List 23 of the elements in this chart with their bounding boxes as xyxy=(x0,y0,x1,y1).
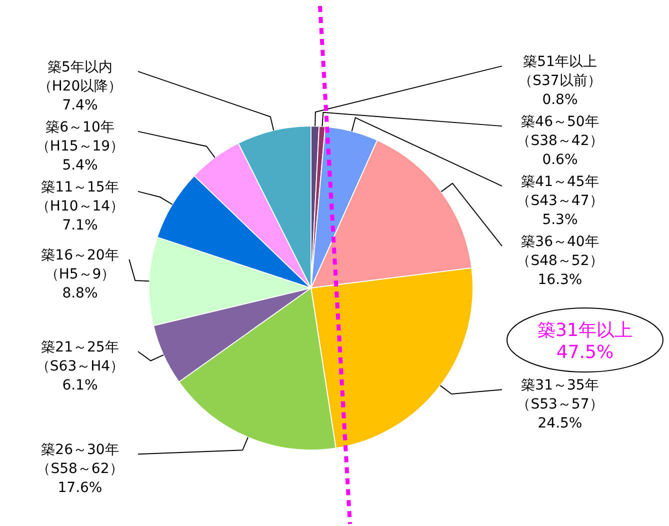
slice-label: 築46～50年（S38～42） xyxy=(516,114,604,150)
data-label: 17.6% xyxy=(58,480,102,496)
slice-label: 築51年以上（S37以前） xyxy=(518,54,602,90)
slice-label: 築31～35年（S53～57） xyxy=(516,378,604,413)
data-label: 16.3% xyxy=(538,272,582,288)
data-label: 6.1% xyxy=(62,377,98,394)
slice-label: 築36～40年（S48～52） xyxy=(516,234,604,270)
slice-label: 築6～10年（H15～19） xyxy=(36,119,124,154)
data-label: 8.8% xyxy=(62,285,98,302)
data-label: 5.4% xyxy=(62,157,98,174)
slice-label: 築21～25年（S63～H4） xyxy=(36,339,124,374)
data-label: 7.1% xyxy=(62,217,98,234)
data-label: 7.4% xyxy=(62,97,98,114)
slice-label: 築41～45年（S43～47） xyxy=(516,174,604,210)
data-label: 0.6% xyxy=(542,152,578,168)
data-label: 24.5% xyxy=(538,416,582,432)
slice-label: 築16～20年（H5～9） xyxy=(41,247,119,282)
slice-label: 築26～30年（S58～62） xyxy=(36,442,124,478)
slice-label: 築11～15年（H10～14） xyxy=(36,179,124,214)
slice-label: 築5年以内（H20以降） xyxy=(38,59,122,94)
data-label: 5.3% xyxy=(542,212,578,228)
data-label: 0.8% xyxy=(542,92,578,108)
text: 築31年以上 47.5% xyxy=(538,320,632,363)
